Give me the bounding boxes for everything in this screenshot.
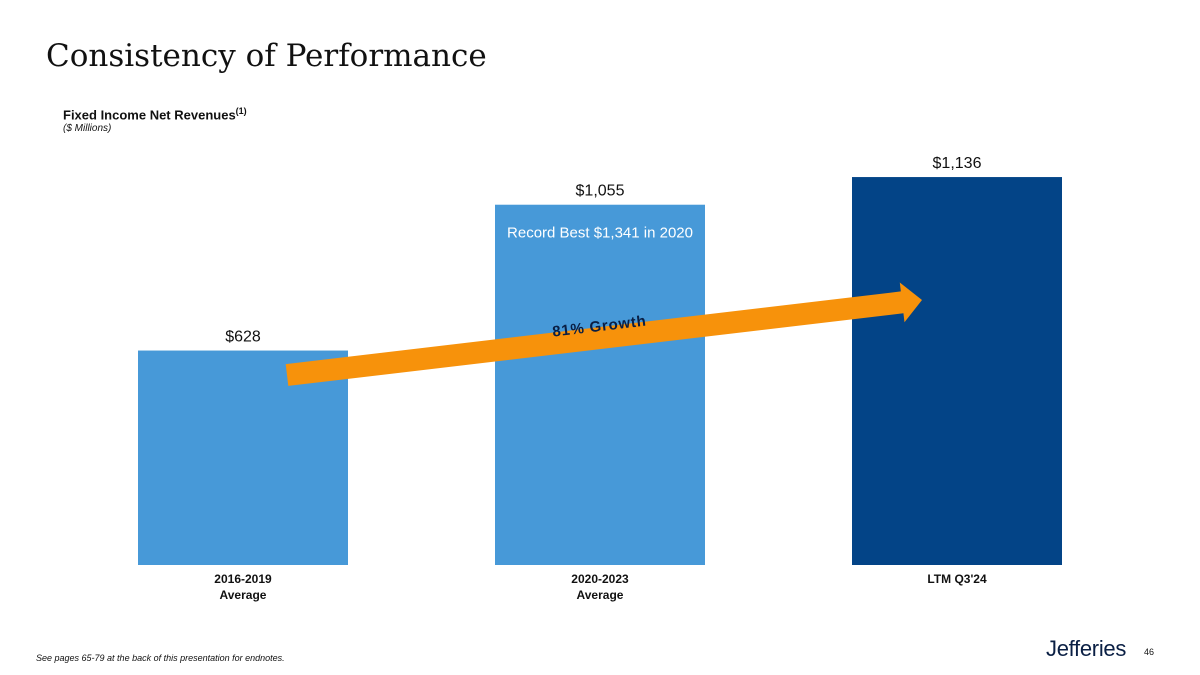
jefferies-logo: Jefferies [1046, 636, 1127, 661]
category-label-0: 2016-2019 Average [214, 572, 272, 602]
category-label-1: 2020-2023 Average [571, 572, 629, 602]
chart-title-text: Fixed Income Net Revenues [63, 107, 236, 123]
category-label-2: LTM Q3'24 [927, 572, 987, 586]
endnote-reference: See pages 65-79 at the back of this pres… [36, 653, 285, 663]
chart-units: ($ Millions) [63, 123, 112, 134]
bar-0 [138, 350, 348, 565]
bar-2 [852, 177, 1062, 565]
growth-arrow-shape [285, 282, 923, 386]
value-label-0: $628 [225, 329, 261, 346]
bar-chart: $628 2016-2019 Average $1,055 2020-2023 Avera… [138, 155, 1062, 602]
page-title: Consistency of Performance [46, 38, 487, 74]
value-label-1: $1,055 [576, 183, 625, 200]
value-label-2: $1,136 [933, 155, 982, 172]
page-number: 46 [1144, 647, 1155, 657]
record-best-annotation: Record Best $1,341 in 2020 [507, 225, 693, 242]
bar-1 [495, 204, 705, 565]
chart-title-endnote: (1) [235, 106, 247, 116]
chart-title: Fixed Income Net Revenues(1) [63, 106, 247, 122]
